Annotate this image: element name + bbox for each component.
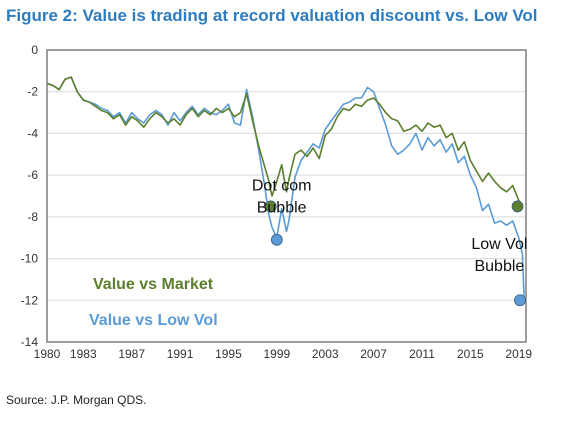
x-tick-label: 1995 xyxy=(215,347,242,361)
plot-frame xyxy=(46,49,527,343)
x-tick-label: 2007 xyxy=(360,347,387,361)
legend-item-value-vs-low-vol: Value vs Low Vol xyxy=(89,312,218,329)
annotation-label: Dot com xyxy=(252,178,312,195)
x-tick-label: 1983 xyxy=(70,347,97,361)
event-marker xyxy=(270,233,283,246)
x-tick-label: 2011 xyxy=(409,347,435,361)
annotations: Dot com Bubble Low Vol Bubble xyxy=(252,178,528,275)
x-tick-label: 2015 xyxy=(457,347,484,361)
annotation-label: Low Vol xyxy=(471,236,527,253)
series-markers xyxy=(264,200,526,307)
y-tick-label: -4 xyxy=(27,126,38,140)
y-tick-label: -2 xyxy=(27,85,38,99)
y-tick-label: -14 xyxy=(21,335,39,349)
legend: Value vs Market Value vs Low Vol xyxy=(89,276,218,329)
chart-title: Figure 2: Value is trading at record val… xyxy=(6,6,538,25)
y-tick-label: -8 xyxy=(27,210,38,224)
y-tick-label: -10 xyxy=(21,252,39,266)
event-marker xyxy=(264,200,277,213)
x-tick-label: 1991 xyxy=(167,347,194,361)
event-marker xyxy=(514,294,526,307)
x-tick-label: 1980 xyxy=(34,347,61,361)
x-tick-label: 1987 xyxy=(118,347,145,361)
value-vs-market-line xyxy=(46,76,524,207)
x-axis-ticks: 1980 1983 1987 1991 1995 1999 2003 2007 2011 2015… xyxy=(34,347,533,361)
source-note: Source: J.P. Morgan QDS. xyxy=(6,393,147,407)
value-vs-low-vol-line xyxy=(46,76,525,301)
x-tick-label: 2019 xyxy=(505,347,532,361)
annotation-label: Bubble xyxy=(474,258,524,275)
x-tick-label: 2003 xyxy=(312,347,339,361)
x-tick-label: 1999 xyxy=(263,347,290,361)
series-lines xyxy=(46,76,525,301)
annotation-label: Bubble xyxy=(257,200,307,217)
gridlines xyxy=(47,91,526,301)
event-marker xyxy=(511,200,524,213)
y-tick-label: 0 xyxy=(31,43,38,57)
y-tick-label: -6 xyxy=(27,168,38,182)
y-tick-label: -12 xyxy=(21,293,39,307)
legend-item-value-vs-market: Value vs Market xyxy=(93,276,214,293)
y-axis-ticks: 0 -2 -4 -6 -8 -10 -12 -14 xyxy=(21,43,39,349)
